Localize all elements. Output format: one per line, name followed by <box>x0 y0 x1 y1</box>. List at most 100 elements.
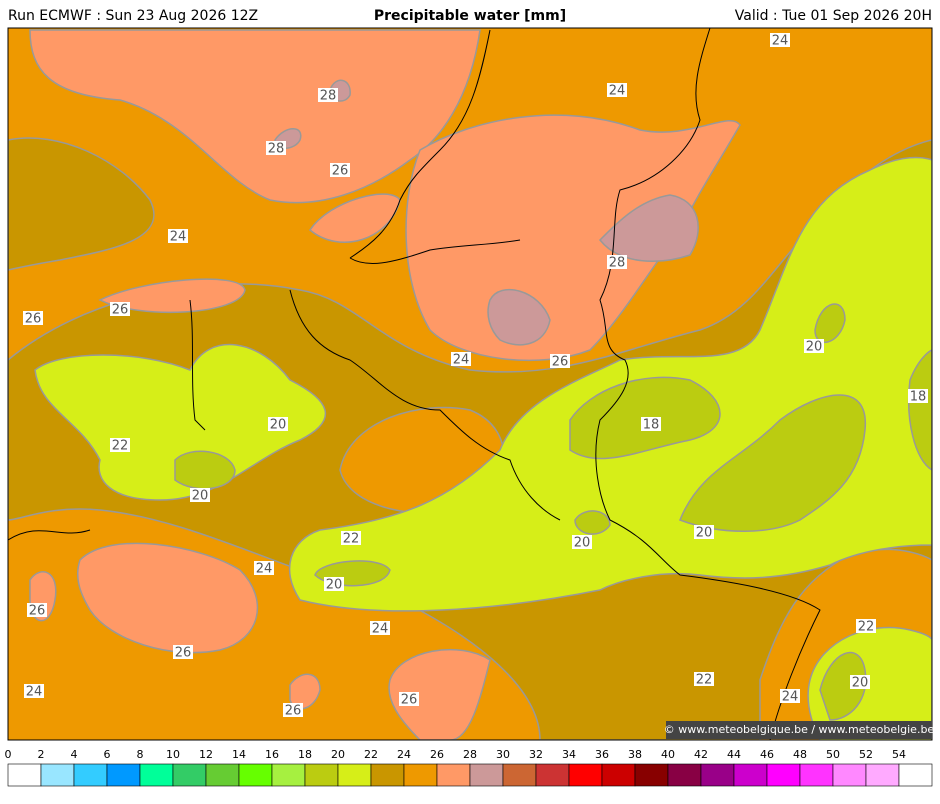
contour-label: 20 <box>192 489 209 504</box>
contour-label-bg <box>168 229 188 243</box>
colorbar-swatch <box>436 763 471 787</box>
colorbar-tick-label: 44 <box>727 748 741 761</box>
colorbar-tick-label: 50 <box>826 748 840 761</box>
contour-label-bg <box>694 672 714 686</box>
contour-label-bg <box>399 692 419 706</box>
contour-label-bg <box>341 531 361 545</box>
contour-label: 28 <box>320 89 337 104</box>
colorbar-swatch <box>238 763 273 787</box>
colorbar-swatch <box>205 763 240 787</box>
colorbar-swatch <box>865 763 900 787</box>
colorbar-tick-label: 40 <box>661 748 675 761</box>
contour-label-bg <box>572 535 592 549</box>
contour-label-bg <box>190 488 210 502</box>
contour-label-bg <box>23 311 43 325</box>
contour-label: 26 <box>552 355 569 370</box>
contour-label: 24 <box>372 622 389 637</box>
field-region <box>487 289 551 346</box>
contour-label-bg <box>324 577 344 591</box>
contour-label-bg <box>780 689 800 703</box>
colorbar-swatch <box>634 763 669 787</box>
contour-label: 24 <box>782 690 799 705</box>
contour-labels: 28 28 26 24 24 24 28 26 26 20 24 26 18 20 18 22 20 22 20 20… <box>23 33 928 719</box>
contour-label-bg <box>770 33 790 47</box>
contour-label: 20 <box>852 676 869 691</box>
contour-label-bg <box>908 389 928 403</box>
colorbar-tick-label: 48 <box>793 748 807 761</box>
contour-label-bg <box>694 525 714 539</box>
colorbar-swatch <box>535 763 570 787</box>
contour-label: 18 <box>643 418 660 433</box>
contour-label-bg <box>283 703 303 717</box>
contour-label: 24 <box>772 34 789 49</box>
colorbar-tick-label: 46 <box>760 748 774 761</box>
contour-label: 18 <box>910 390 927 405</box>
colorbar-swatch <box>304 763 339 787</box>
contour-label-bg <box>268 417 288 431</box>
colorbar-tick-label: 6 <box>104 748 111 761</box>
contour-label: 20 <box>806 340 823 355</box>
contour-label-bg <box>266 141 286 155</box>
colorbar-tick-label: 38 <box>628 748 642 761</box>
colorbar-swatch <box>667 763 702 787</box>
map-area <box>8 28 932 740</box>
colorbar-swatch <box>370 763 405 787</box>
contour-label: 26 <box>112 303 129 318</box>
field-region <box>29 29 481 204</box>
field-region <box>679 394 866 532</box>
contour-label-bg <box>110 302 130 316</box>
contour-label: 24 <box>26 685 43 700</box>
contour-label-bg <box>856 619 876 633</box>
contour-label: 20 <box>696 526 713 541</box>
contour-label-bg <box>330 163 350 177</box>
colorbar-swatch <box>139 763 174 787</box>
map-frame <box>7 27 933 741</box>
contour-label: 26 <box>285 704 302 719</box>
colorbar-tick-label: 32 <box>529 748 543 761</box>
contour-label: 24 <box>256 562 273 577</box>
colorbar: 0 2 4 6 8 10 12 14 16 18 20 22 24 26 28 30 32 34 36 38 40 42 4… <box>5 748 933 787</box>
colorbar-swatch <box>469 763 504 787</box>
colorbar-tick-label: 20 <box>331 748 345 761</box>
colorbar-swatch <box>73 763 108 787</box>
run-info: Run ECMWF : Sun 23 Aug 2026 12Z <box>8 8 258 24</box>
colorbar-swatch <box>799 763 834 787</box>
colorbar-swatch <box>40 763 75 787</box>
contour-label-bg <box>850 675 870 689</box>
contour-label-bg <box>804 339 824 353</box>
contour-label-bg <box>173 645 193 659</box>
colorbar-tick-label: 42 <box>694 748 708 761</box>
colorbar-tick-label: 24 <box>397 748 411 761</box>
contour-label: 24 <box>170 230 187 245</box>
colorbar-tick-label: 18 <box>298 748 312 761</box>
contour-label: 20 <box>326 578 343 593</box>
colorbar-tick-label: 4 <box>71 748 78 761</box>
contour-label-bg <box>24 684 44 698</box>
contour-label: 26 <box>29 604 46 619</box>
field-region <box>819 651 867 721</box>
field-region <box>8 137 155 271</box>
colorbar-tick-label: 16 <box>265 748 279 761</box>
contour-label-bg <box>254 561 274 575</box>
valid-time: Valid : Tue 01 Sep 2026 20H <box>735 8 932 24</box>
field-region <box>77 542 259 654</box>
colorbar-swatch <box>271 763 306 787</box>
contour-label: 22 <box>112 439 129 454</box>
contour-label-bg <box>27 603 47 617</box>
colorbar-swatch <box>172 763 207 787</box>
colorbar-tick-label: 14 <box>232 748 246 761</box>
colorbar-tick-label: 10 <box>166 748 180 761</box>
colorbar-tick-label: 22 <box>364 748 378 761</box>
colorbar-tick-label: 8 <box>137 748 144 761</box>
colorbar-tick-label: 12 <box>199 748 213 761</box>
contour-label: 22 <box>696 673 713 688</box>
colorbar-swatch <box>403 763 438 787</box>
contour-label: 20 <box>574 536 591 551</box>
contour-label: 28 <box>609 256 626 271</box>
colorbar-tick-label: 28 <box>463 748 477 761</box>
contour-label-bg <box>641 417 661 431</box>
colorbar-swatch <box>601 763 636 787</box>
contour-label: 20 <box>270 418 287 433</box>
colorbar-swatch <box>106 763 141 787</box>
field-region <box>598 194 699 262</box>
